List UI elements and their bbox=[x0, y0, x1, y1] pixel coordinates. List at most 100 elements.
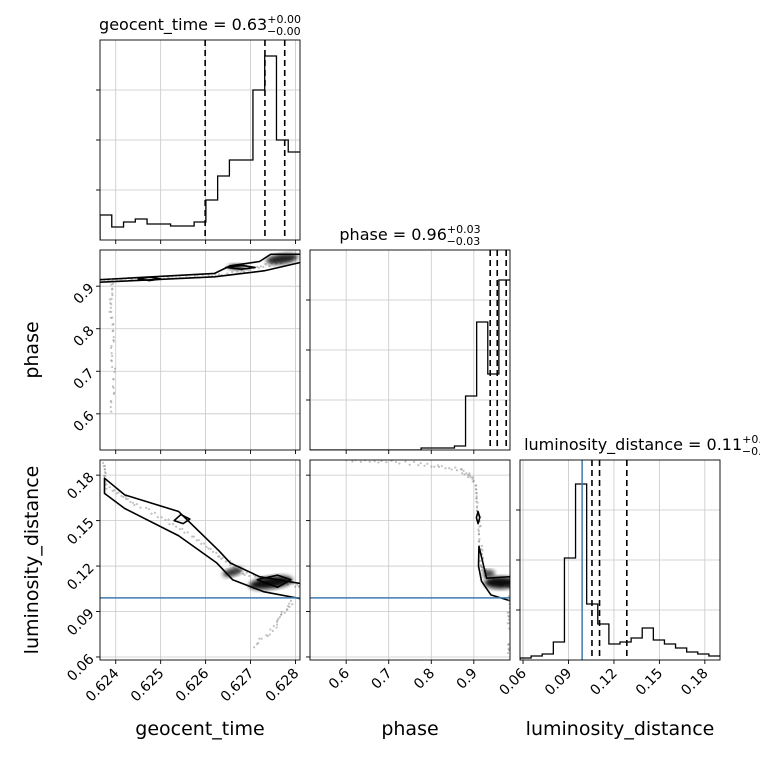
sample-point bbox=[229, 563, 232, 566]
sample-point bbox=[507, 643, 510, 646]
sample-point bbox=[508, 615, 510, 618]
sample-point bbox=[276, 619, 279, 622]
title-phase-text: phase = 0.96+0.03 −0.03 bbox=[339, 223, 480, 248]
sample-point bbox=[111, 294, 114, 297]
sample-point bbox=[477, 540, 481, 543]
scatter-geocent-dist bbox=[102, 461, 300, 600]
sample-point bbox=[112, 339, 115, 342]
sample-point bbox=[150, 512, 153, 515]
sample-point bbox=[477, 533, 480, 536]
sample-point bbox=[471, 480, 474, 483]
sample-point bbox=[460, 468, 463, 471]
title-luminosity_distance: luminosity_distance = 0.11+0.02−0.01 bbox=[524, 433, 760, 458]
sample-point bbox=[510, 631, 512, 633]
scatter-geocent-phase-tail bbox=[108, 278, 117, 413]
y-tick-label-phase: 0.8 bbox=[71, 323, 98, 350]
histogram-luminosity_distance bbox=[520, 460, 720, 660]
sample-point bbox=[296, 583, 299, 586]
sample-point bbox=[507, 647, 510, 650]
sample-point bbox=[153, 511, 157, 514]
sample-point bbox=[368, 460, 371, 463]
sample-point bbox=[156, 516, 159, 519]
title-plus: +0.02 bbox=[742, 433, 760, 446]
sample-point bbox=[103, 475, 106, 478]
sample-point bbox=[231, 271, 234, 274]
sample-point bbox=[477, 530, 480, 533]
sample-point bbox=[479, 524, 482, 527]
contour-outer-geocent-phase bbox=[100, 253, 300, 284]
title-geocent_time-text: geocent_time = 0.63+0.00 −0.00 bbox=[99, 13, 301, 38]
y-axis-label-luminosity_distance: luminosity_distance bbox=[21, 466, 43, 655]
sample-point bbox=[205, 545, 208, 548]
sample-point bbox=[255, 643, 259, 646]
histogram-step-geocent_time bbox=[100, 55, 300, 240]
sample-point bbox=[217, 273, 221, 276]
sample-point bbox=[507, 614, 510, 618]
title-plus: +0.03 bbox=[447, 223, 481, 236]
sample-point bbox=[174, 525, 178, 528]
sample-point bbox=[109, 302, 112, 305]
sample-point bbox=[419, 462, 422, 465]
ticks-1-1 bbox=[306, 299, 475, 454]
y-tick-label-luminosity_distance: 0.12 bbox=[64, 560, 97, 593]
sample-point bbox=[203, 542, 206, 545]
sample-point bbox=[286, 605, 290, 608]
sample-point bbox=[112, 340, 115, 343]
sample-point bbox=[268, 264, 271, 268]
sample-point bbox=[266, 634, 269, 638]
sample-point bbox=[474, 484, 477, 487]
ticks-0-0 bbox=[96, 89, 296, 244]
sample-point bbox=[272, 624, 275, 628]
sample-point bbox=[475, 495, 478, 498]
sample-point bbox=[408, 463, 411, 466]
sample-point bbox=[220, 557, 223, 561]
sample-point bbox=[224, 560, 227, 563]
sample-point bbox=[380, 460, 383, 462]
sample-point bbox=[455, 469, 459, 472]
sample-point bbox=[476, 501, 479, 504]
sample-point bbox=[167, 518, 170, 521]
sample-point bbox=[186, 531, 189, 534]
sample-point bbox=[481, 566, 484, 569]
sample-point bbox=[120, 494, 123, 498]
sample-point bbox=[109, 399, 112, 403]
sample-point bbox=[112, 336, 115, 339]
sample-point bbox=[240, 269, 243, 272]
sample-point bbox=[108, 298, 111, 301]
panel-frame-2-1 bbox=[309, 459, 511, 661]
sample-point bbox=[436, 464, 440, 467]
sample-point bbox=[417, 464, 420, 467]
title-minus: −0.00 bbox=[267, 25, 301, 38]
sample-point bbox=[467, 473, 470, 477]
sample-point bbox=[112, 378, 115, 381]
sample-point bbox=[110, 410, 113, 413]
sample-point bbox=[426, 462, 429, 465]
sample-point bbox=[285, 608, 288, 611]
sample-point bbox=[110, 310, 113, 313]
sample-point bbox=[110, 297, 113, 300]
sample-point bbox=[109, 306, 112, 309]
sample-point bbox=[471, 477, 474, 480]
sample-point bbox=[289, 599, 293, 603]
sample-point bbox=[110, 283, 113, 286]
sample-point bbox=[160, 516, 163, 519]
title-main: luminosity_distance = 0.11 bbox=[524, 435, 742, 455]
sample-point bbox=[283, 611, 286, 614]
sample-point bbox=[256, 265, 259, 268]
title-geocent_time: geocent_time = 0.63+0.00 −0.00 bbox=[99, 13, 301, 38]
sample-point bbox=[168, 523, 171, 526]
sample-point bbox=[471, 476, 474, 479]
scatter-phase-dist bbox=[345, 460, 510, 602]
sample-point bbox=[110, 346, 113, 350]
sample-point bbox=[124, 497, 128, 501]
sample-point bbox=[257, 266, 260, 270]
contour-inner-geocent-dist bbox=[173, 513, 191, 525]
panel-grid-2-2 bbox=[520, 460, 720, 660]
x-tick-label-luminosity_distance: 0.09 bbox=[542, 666, 575, 699]
sample-point bbox=[104, 474, 107, 478]
sample-point bbox=[433, 465, 436, 468]
sample-point bbox=[103, 468, 106, 471]
sample-point bbox=[112, 386, 115, 389]
sample-point bbox=[475, 488, 478, 491]
